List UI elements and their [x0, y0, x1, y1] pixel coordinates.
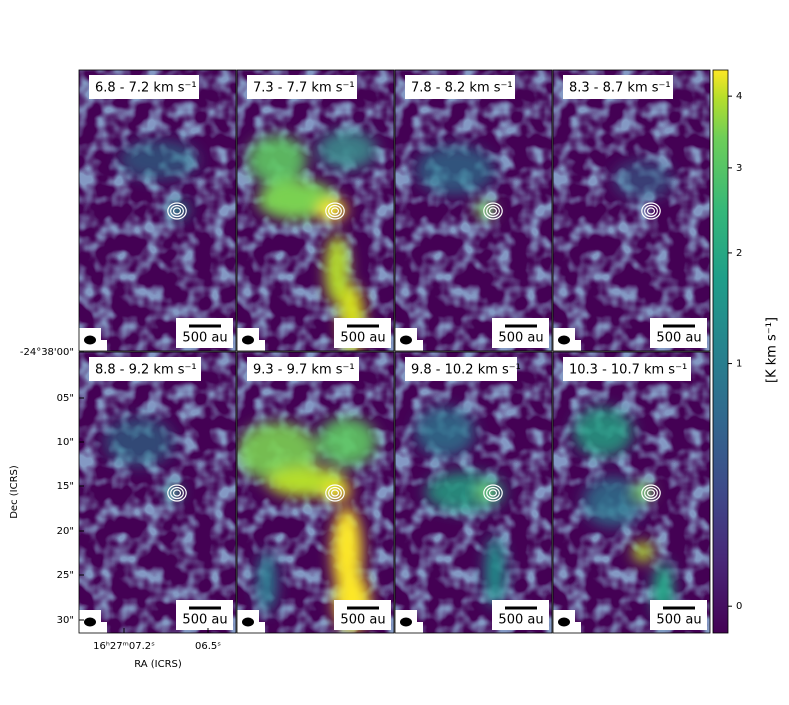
- panel-frame: [78, 69, 237, 352]
- beam: [242, 617, 254, 627]
- panel-frame: [552, 351, 711, 634]
- beam: [242, 335, 254, 345]
- scale-bar-box: [176, 600, 233, 630]
- y-tick-label: -24°38'00": [20, 347, 74, 358]
- contour: [646, 207, 656, 215]
- contour: [641, 202, 661, 220]
- contour: [328, 204, 342, 218]
- panel-frame: [394, 351, 553, 634]
- contour: [483, 484, 503, 502]
- scale-bar-label: 500 au: [340, 613, 385, 628]
- contour: [325, 202, 345, 220]
- contour: [325, 484, 345, 502]
- contour: [330, 489, 340, 497]
- channel-map: 500 au 9.3 - 9.7 km s⁻¹: [237, 352, 394, 633]
- scale-bar-box: [492, 600, 549, 630]
- channel-map: 500 au 8.3 - 8.7 km s⁻¹: [553, 70, 710, 351]
- x-tick-label: 16ʰ27ᵐ07.2ˢ: [93, 641, 155, 652]
- scale-bar-label: 500 au: [656, 331, 701, 346]
- y-tick-label: 25": [57, 570, 74, 581]
- contour: [488, 489, 498, 497]
- beam: [558, 335, 570, 345]
- label-box: [563, 75, 673, 99]
- panel-frame: [236, 351, 395, 634]
- channel-map: 500 au 10.3 - 10.7 km s⁻¹: [553, 352, 710, 633]
- scale-bar-label: 500 au: [498, 613, 543, 628]
- colorbar-tick-label: 0: [736, 601, 742, 612]
- contour: [488, 207, 498, 215]
- contour: [483, 202, 503, 220]
- contour: [328, 486, 342, 500]
- label-box: [247, 357, 359, 381]
- scale-bar-box: [650, 600, 707, 630]
- beam: [558, 617, 570, 627]
- panel-label: 9.8 - 10.2 km s⁻¹: [411, 363, 521, 378]
- panel-label: 8.3 - 8.7 km s⁻¹: [569, 81, 671, 96]
- scale-bar-box: [650, 318, 707, 348]
- panel-label: 8.8 - 9.2 km s⁻¹: [95, 363, 197, 378]
- y-axis-label: Dec (ICRS): [9, 465, 20, 519]
- colorbar-label: [K km s⁻¹]: [765, 317, 780, 383]
- contour: [170, 486, 184, 500]
- label-box: [89, 357, 201, 381]
- contour: [170, 204, 184, 218]
- scale-bar-label: 500 au: [498, 331, 543, 346]
- scale-bar-label: 500 au: [656, 613, 701, 628]
- panel-label: 6.8 - 7.2 km s⁻¹: [95, 81, 197, 96]
- y-tick-label: 05": [57, 393, 74, 404]
- label-box: [405, 75, 515, 99]
- panel-label: 7.8 - 8.2 km s⁻¹: [411, 81, 513, 96]
- beam: [400, 335, 412, 345]
- scale-bar-box: [492, 318, 549, 348]
- x-axis-label: RA (ICRS): [134, 659, 182, 670]
- label-box: [405, 357, 517, 381]
- colorbar-tick-label: 1: [736, 359, 742, 370]
- contour: [646, 489, 656, 497]
- contour: [644, 204, 658, 218]
- panel-frame: [552, 69, 711, 352]
- panel-frame: [236, 69, 395, 352]
- x-tick-label: 06.5ˢ: [195, 641, 221, 652]
- label-box: [89, 75, 199, 99]
- contour: [486, 486, 500, 500]
- panel-frame: [394, 69, 553, 352]
- scale-bar-box: [334, 318, 391, 348]
- colorbar-tick-label: 4: [736, 91, 742, 102]
- contour: [644, 486, 658, 500]
- contour: [172, 207, 182, 215]
- contour: [172, 489, 182, 497]
- channel-map: 500 au 6.8 - 7.2 km s⁻¹: [79, 70, 236, 351]
- channel-map: 500 au 7.8 - 8.2 km s⁻¹: [395, 70, 552, 351]
- beam: [84, 617, 96, 627]
- panel-label: 10.3 - 10.7 km s⁻¹: [569, 363, 687, 378]
- panel-label: 9.3 - 9.7 km s⁻¹: [253, 363, 355, 378]
- label-box: [247, 75, 357, 99]
- beam: [400, 617, 412, 627]
- colorbar-tick-label: 2: [736, 248, 742, 259]
- contour: [641, 484, 661, 502]
- y-tick-label: 15": [57, 481, 74, 492]
- scale-bar-label: 500 au: [182, 613, 227, 628]
- y-tick-label: 10": [57, 437, 74, 448]
- scale-bar-label: 500 au: [182, 331, 227, 346]
- scale-bar-label: 500 au: [340, 331, 385, 346]
- colorbar-tick-label: 3: [736, 163, 742, 174]
- scale-bar-box: [334, 600, 391, 630]
- channel-map: 500 au 8.8 - 9.2 km s⁻¹: [79, 352, 236, 633]
- scale-bar-box: [176, 318, 233, 348]
- channel-map: 500 au 7.3 - 7.7 km s⁻¹: [237, 70, 394, 351]
- contour: [167, 202, 187, 220]
- y-tick-label: 30": [57, 615, 74, 626]
- contour: [330, 207, 340, 215]
- contour: [486, 204, 500, 218]
- panel-label: 7.3 - 7.7 km s⁻¹: [253, 81, 355, 96]
- panel-frame: [78, 351, 237, 634]
- colorbar: [712, 69, 729, 634]
- label-box: [563, 357, 691, 381]
- contour: [167, 484, 187, 502]
- beam: [84, 335, 96, 345]
- channel-map: 500 au 9.8 - 10.2 km s⁻¹: [395, 352, 552, 633]
- y-tick-label: 20": [57, 526, 74, 537]
